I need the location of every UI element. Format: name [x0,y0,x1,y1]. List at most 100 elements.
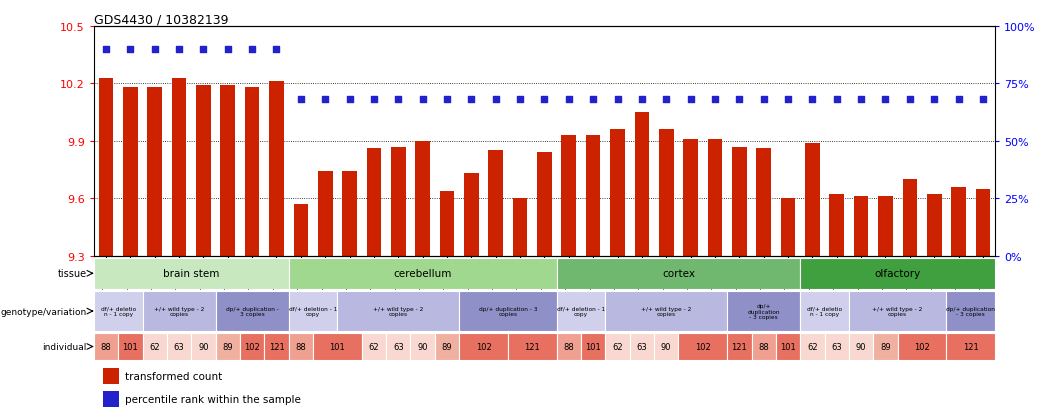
Bar [143,334,167,360]
Point [122,46,139,53]
Bar [946,334,995,360]
Point [926,97,943,104]
Bar [94,334,118,360]
Text: 63: 63 [393,342,403,351]
Bar [849,334,873,360]
Bar [800,334,824,360]
Text: dp/+
duplication
- 3 copies: dp/+ duplication - 3 copies [747,303,780,320]
Text: 63: 63 [832,342,842,351]
Point [341,97,357,104]
Text: 102: 102 [475,342,492,351]
Bar [513,199,527,256]
Bar [824,334,849,360]
Bar [805,143,820,256]
Bar [313,334,362,360]
Bar [167,334,192,360]
Point [244,46,260,53]
Bar [927,195,942,256]
Point [610,97,626,104]
Bar [103,368,119,384]
Point [293,97,309,104]
Bar [853,197,868,256]
Point [585,97,601,104]
Bar [172,78,187,256]
Bar [556,258,800,289]
Point [974,97,991,104]
Point [779,97,796,104]
Bar [556,291,605,331]
Text: 88: 88 [759,342,769,351]
Text: 101: 101 [780,342,796,351]
Text: 62: 62 [613,342,623,351]
Bar [800,258,995,289]
Text: percentile rank within the sample: percentile rank within the sample [125,394,301,404]
Bar [751,334,776,360]
Text: transformed count: transformed count [125,372,223,382]
Bar [362,334,387,360]
Text: dp/+ duplication
- 3 copies: dp/+ duplication - 3 copies [946,306,995,317]
Text: 90: 90 [661,342,671,351]
Point [268,46,284,53]
Bar [460,334,507,360]
Text: +/+ wild type - 2
copies: +/+ wild type - 2 copies [154,306,204,317]
Bar [216,291,289,331]
Bar [562,136,576,256]
Point [195,46,212,53]
Bar [411,334,435,360]
Bar [99,78,114,256]
Point [634,97,650,104]
Point [852,97,869,104]
Bar [294,204,308,256]
Bar [727,334,751,360]
Bar [727,291,800,331]
Bar [265,334,289,360]
Text: 90: 90 [198,342,208,351]
Point [390,97,406,104]
Bar [684,140,698,256]
Point [877,97,894,104]
Bar [849,291,946,331]
Bar [975,189,990,256]
Point [901,97,918,104]
Text: 102: 102 [695,342,711,351]
Bar [269,82,283,256]
Text: 62: 62 [369,342,379,351]
Text: 101: 101 [586,342,601,351]
Point [366,97,382,104]
Text: cerebellum: cerebellum [394,268,452,279]
Text: 102: 102 [244,342,260,351]
Point [220,46,237,53]
Bar [654,334,678,360]
Bar [800,291,849,331]
Text: 90: 90 [855,342,866,351]
Text: +/+ wild type - 2
copies: +/+ wild type - 2 copies [373,306,423,317]
Text: olfactory: olfactory [874,268,921,279]
Text: 101: 101 [123,342,139,351]
Text: dp/+ duplication -
3 copies: dp/+ duplication - 3 copies [226,306,278,317]
Text: dp/+ duplication - 3
copies: dp/+ duplication - 3 copies [478,306,538,317]
Text: genotype/variation: genotype/variation [0,307,86,316]
Bar [289,291,338,331]
Bar [629,334,654,360]
Bar [338,291,460,331]
Point [561,97,577,104]
Point [146,46,163,53]
Text: 89: 89 [880,342,891,351]
Text: cortex: cortex [662,268,695,279]
Point [171,46,188,53]
Text: +/+ wild type - 2
copies: +/+ wild type - 2 copies [641,306,692,317]
Bar [94,291,143,331]
Text: 121: 121 [269,342,284,351]
Text: 63: 63 [174,342,184,351]
Text: 121: 121 [731,342,747,351]
Text: 88: 88 [564,342,574,351]
Point [706,97,723,104]
Bar [733,147,747,256]
Text: 88: 88 [101,342,111,351]
Text: individual: individual [42,342,86,351]
Bar [192,334,216,360]
Bar [605,334,629,360]
Bar [829,195,844,256]
Text: df/+ deletio
n - 1 copy: df/+ deletio n - 1 copy [807,306,842,317]
Point [755,97,772,104]
